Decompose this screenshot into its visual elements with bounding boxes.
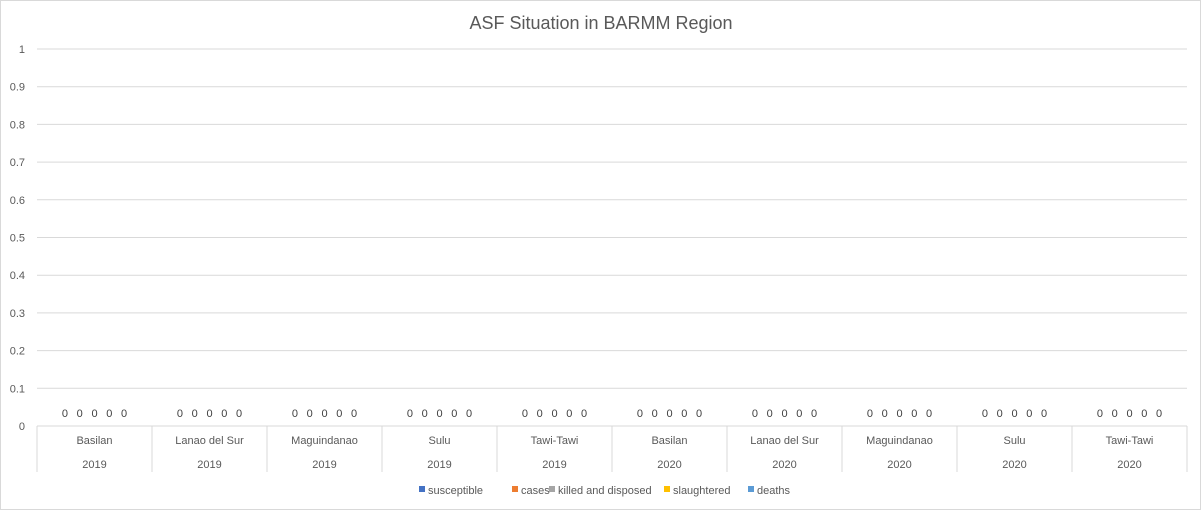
data-label: 0 [206,408,212,420]
x-axis: Basilan 2019 Lanao del Sur 2019 Maguindanao 2… [36,425,1188,472]
data-label: 0 [896,408,902,420]
data-label: 0 [1156,408,1162,420]
data-label: 0 [336,408,342,420]
data-label: 0 [307,408,313,420]
data-label: 0 [982,408,988,420]
x-year-label: 2020 [772,459,796,471]
x-category-label: Maguindanao [291,435,358,447]
data-label: 0 [811,408,817,420]
y-tick-label: 0.6 [10,195,25,207]
data-label: 0 [62,408,68,420]
x-year-label: 2019 [542,459,566,471]
data-label: 0 [121,408,127,420]
y-tick-label: 0.1 [10,383,25,395]
x-year-label: 2019 [312,459,336,471]
data-label: 0 [1026,408,1032,420]
data-label: 0 [796,408,802,420]
data-label: 0 [466,408,472,420]
x-year-label: 2020 [887,459,911,471]
data-label: 0 [637,408,643,420]
data-label: 0 [566,408,572,420]
y-axis-ticks: 0 0.1 0.2 0.3 0.4 0.5 0.6 0.7 0.8 0.9 1 [10,44,25,433]
chart-title: ASF Situation in BARMM Region [469,13,732,33]
data-label: 0 [581,408,587,420]
y-tick-label: 0.5 [10,233,25,245]
legend-swatch [419,486,425,492]
legend-swatch [664,486,670,492]
data-label: 0 [681,408,687,420]
x-category-label: Tawi-Tawi [1106,435,1154,447]
data-label: 0 [106,408,112,420]
data-label: 0 [867,408,873,420]
data-label: 0 [537,408,543,420]
data-label: 0 [1041,408,1047,420]
y-tick-label: 0.8 [10,119,25,131]
y-tick-label: 0.7 [10,157,25,169]
data-label: 0 [911,408,917,420]
data-label: 0 [551,408,557,420]
legend: susceptible cases killed and disposed slaug… [419,485,791,497]
data-label: 0 [292,408,298,420]
data-label: 0 [1097,408,1103,420]
legend-swatch [748,486,754,492]
legend-swatch [549,486,555,492]
data-label: 0 [407,408,413,420]
data-label: 0 [767,408,773,420]
x-year-label: 2019 [82,459,106,471]
y-tick-label: 0 [19,421,25,433]
data-label: 0 [882,408,888,420]
data-label: 0 [91,408,97,420]
x-category-label: Basilan [651,435,687,447]
data-label: 0 [321,408,327,420]
data-label: 0 [997,408,1003,420]
data-label: 0 [77,408,83,420]
legend-label: slaughtered [673,485,731,497]
data-label: 0 [652,408,658,420]
legend-label: killed and disposed [558,485,652,497]
data-label: 0 [351,408,357,420]
legend-label: susceptible [428,485,483,497]
y-tick-label: 0.9 [10,82,25,94]
x-year-label: 2020 [1117,459,1141,471]
data-label: 0 [522,408,528,420]
data-label: 0 [781,408,787,420]
data-label: 0 [236,408,242,420]
data-label: 0 [221,408,227,420]
x-category-label: Basilan [76,435,112,447]
data-label: 0 [926,408,932,420]
y-tick-label: 0.3 [10,308,25,320]
x-category-label: Tawi-Tawi [531,435,579,447]
x-category-label: Lanao del Sur [175,435,244,447]
data-label: 0 [666,408,672,420]
legend-label: cases [521,485,550,497]
legend-swatch [512,486,518,492]
data-label: 0 [752,408,758,420]
data-label: 0 [451,408,457,420]
data-label: 0 [696,408,702,420]
data-label: 0 [1141,408,1147,420]
data-label: 0 [436,408,442,420]
x-category-label: Lanao del Sur [750,435,819,447]
y-tick-label: 0.4 [10,270,25,282]
x-year-label: 2019 [197,459,221,471]
y-tick-label: 0.2 [10,346,25,358]
data-label: 0 [192,408,198,420]
x-category-label: Sulu [1003,435,1025,447]
legend-label: deaths [757,485,791,497]
x-year-label: 2020 [1002,459,1026,471]
x-year-label: 2020 [657,459,681,471]
gridlines [37,48,1187,389]
x-year-label: 2019 [427,459,451,471]
data-label: 0 [1011,408,1017,420]
data-label: 0 [1112,408,1118,420]
data-label: 0 [422,408,428,420]
y-tick-label: 1 [19,44,25,56]
x-category-label: Maguindanao [866,435,933,447]
data-label: 0 [177,408,183,420]
x-category-label: Sulu [428,435,450,447]
data-label: 0 [1126,408,1132,420]
